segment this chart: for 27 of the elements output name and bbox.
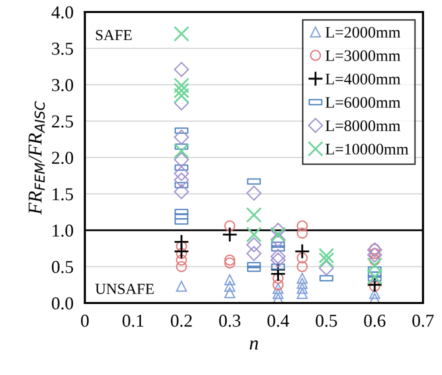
legend-label: L=10000mm	[326, 144, 408, 155]
x-tick-label: 0.4	[267, 314, 290, 327]
y-tick-label: 3.0	[52, 79, 74, 92]
y-tick-label: 1.0	[52, 224, 74, 237]
legend-label: L=6000mm	[326, 97, 400, 108]
annotation: UNSAFE	[95, 284, 154, 294]
annotation: SAFE	[96, 30, 132, 40]
x-tick-label: 0.5	[316, 314, 337, 327]
y-tick-label: 4.0	[52, 6, 74, 19]
x-tick-label: 0.2	[170, 314, 192, 327]
y-tick-label: 2.5	[52, 115, 74, 128]
legend-label: L=4000mm	[326, 74, 400, 84]
y-tick-label: 3.5	[52, 42, 74, 55]
legend-label: L=3000mm	[326, 50, 400, 62]
y-tick-label: 2.0	[52, 152, 74, 164]
x-tick-label: 0.3	[219, 314, 240, 327]
x-tick-label: 0.1	[122, 314, 144, 327]
x-tick-label: 0.7	[412, 314, 434, 327]
legend-label: L=2000mm	[326, 26, 400, 38]
x-tick-label: 0.6	[364, 314, 386, 327]
y-tick-label: 0.0	[52, 297, 74, 310]
y-axis-title: FR$_{FEM}$/FR$_{AISC}$	[28, 101, 45, 215]
legend-label: L=8000mm	[326, 120, 400, 132]
x-tick-label: 0	[81, 314, 89, 327]
y-tick-label: 0.5	[52, 260, 74, 274]
x-axis-title: n	[250, 340, 258, 350]
y-tick-label: 1.5	[52, 188, 74, 200]
